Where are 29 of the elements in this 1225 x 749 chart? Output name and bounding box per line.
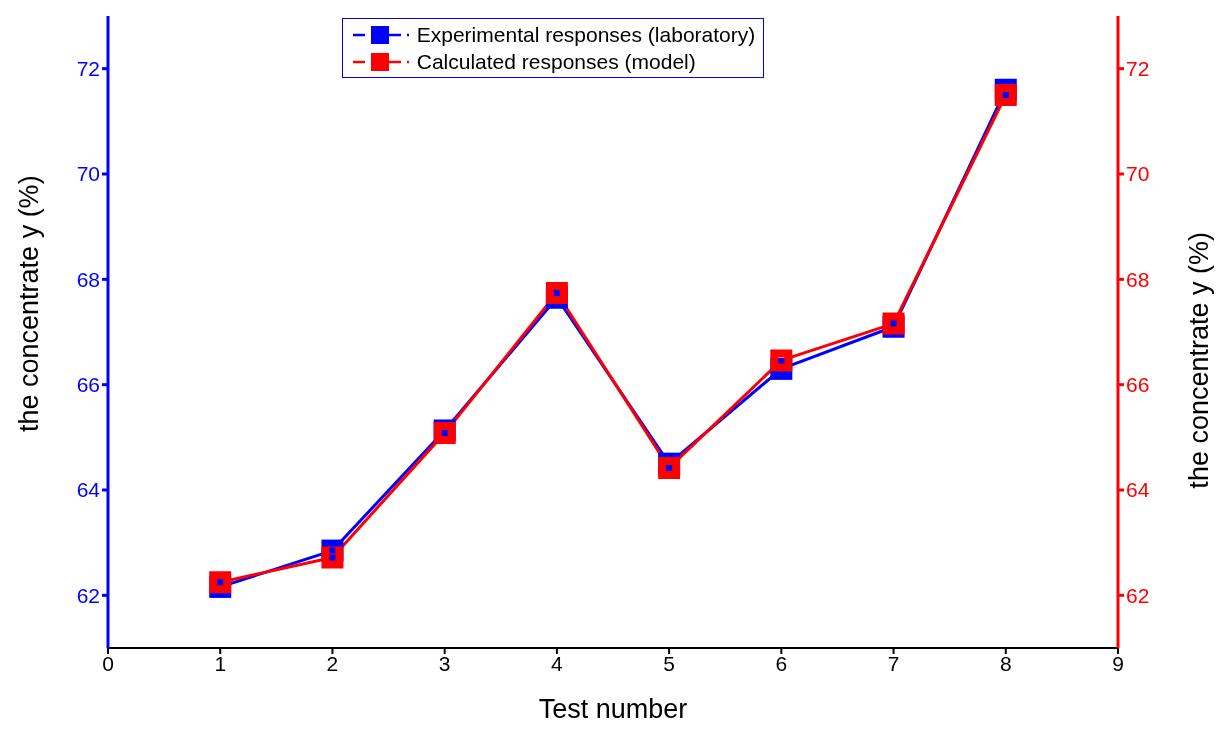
legend-label: Experimental responses (laboratory) [416,22,756,48]
legend-label: Calculated responses (model) [416,49,696,75]
y-tick-label: 66 [76,373,100,397]
y2-tick-label: 70 [1126,162,1150,186]
y2-tick-label: 68 [1126,267,1150,291]
x-tick-label: 3 [438,651,451,675]
y-tick-label: 64 [76,478,101,502]
y-tick-label: 68 [76,267,100,291]
x-tick-label: 8 [999,651,1012,675]
x-axis-title: Test number [538,694,688,724]
x-tick-label: 9 [1112,651,1124,675]
y2-tick-label: 66 [1126,373,1150,397]
point [994,84,1017,106]
x-tick-label: 6 [775,651,788,675]
y-tick-label: 70 [76,162,100,186]
x-tick-label: 7 [887,651,900,675]
x-tick-label: 1 [214,651,227,675]
x-tick-label: 5 [663,651,675,675]
y2-axis-title: the concentrate y (%) [1183,232,1214,489]
x-tick-label: 4 [551,651,564,675]
y-tick-label: 72 [76,57,100,81]
y2-tick-label: 62 [1126,583,1150,607]
x-tick-label: 0 [102,651,114,675]
point [770,349,793,372]
y2-tick-label: 72 [1126,57,1150,81]
y-axis-title: the concentrate y (%) [13,175,44,432]
x-tick-label: 2 [326,651,339,675]
y2-tick-label: 64 [1126,478,1150,502]
y-tick-label: 62 [76,583,100,607]
